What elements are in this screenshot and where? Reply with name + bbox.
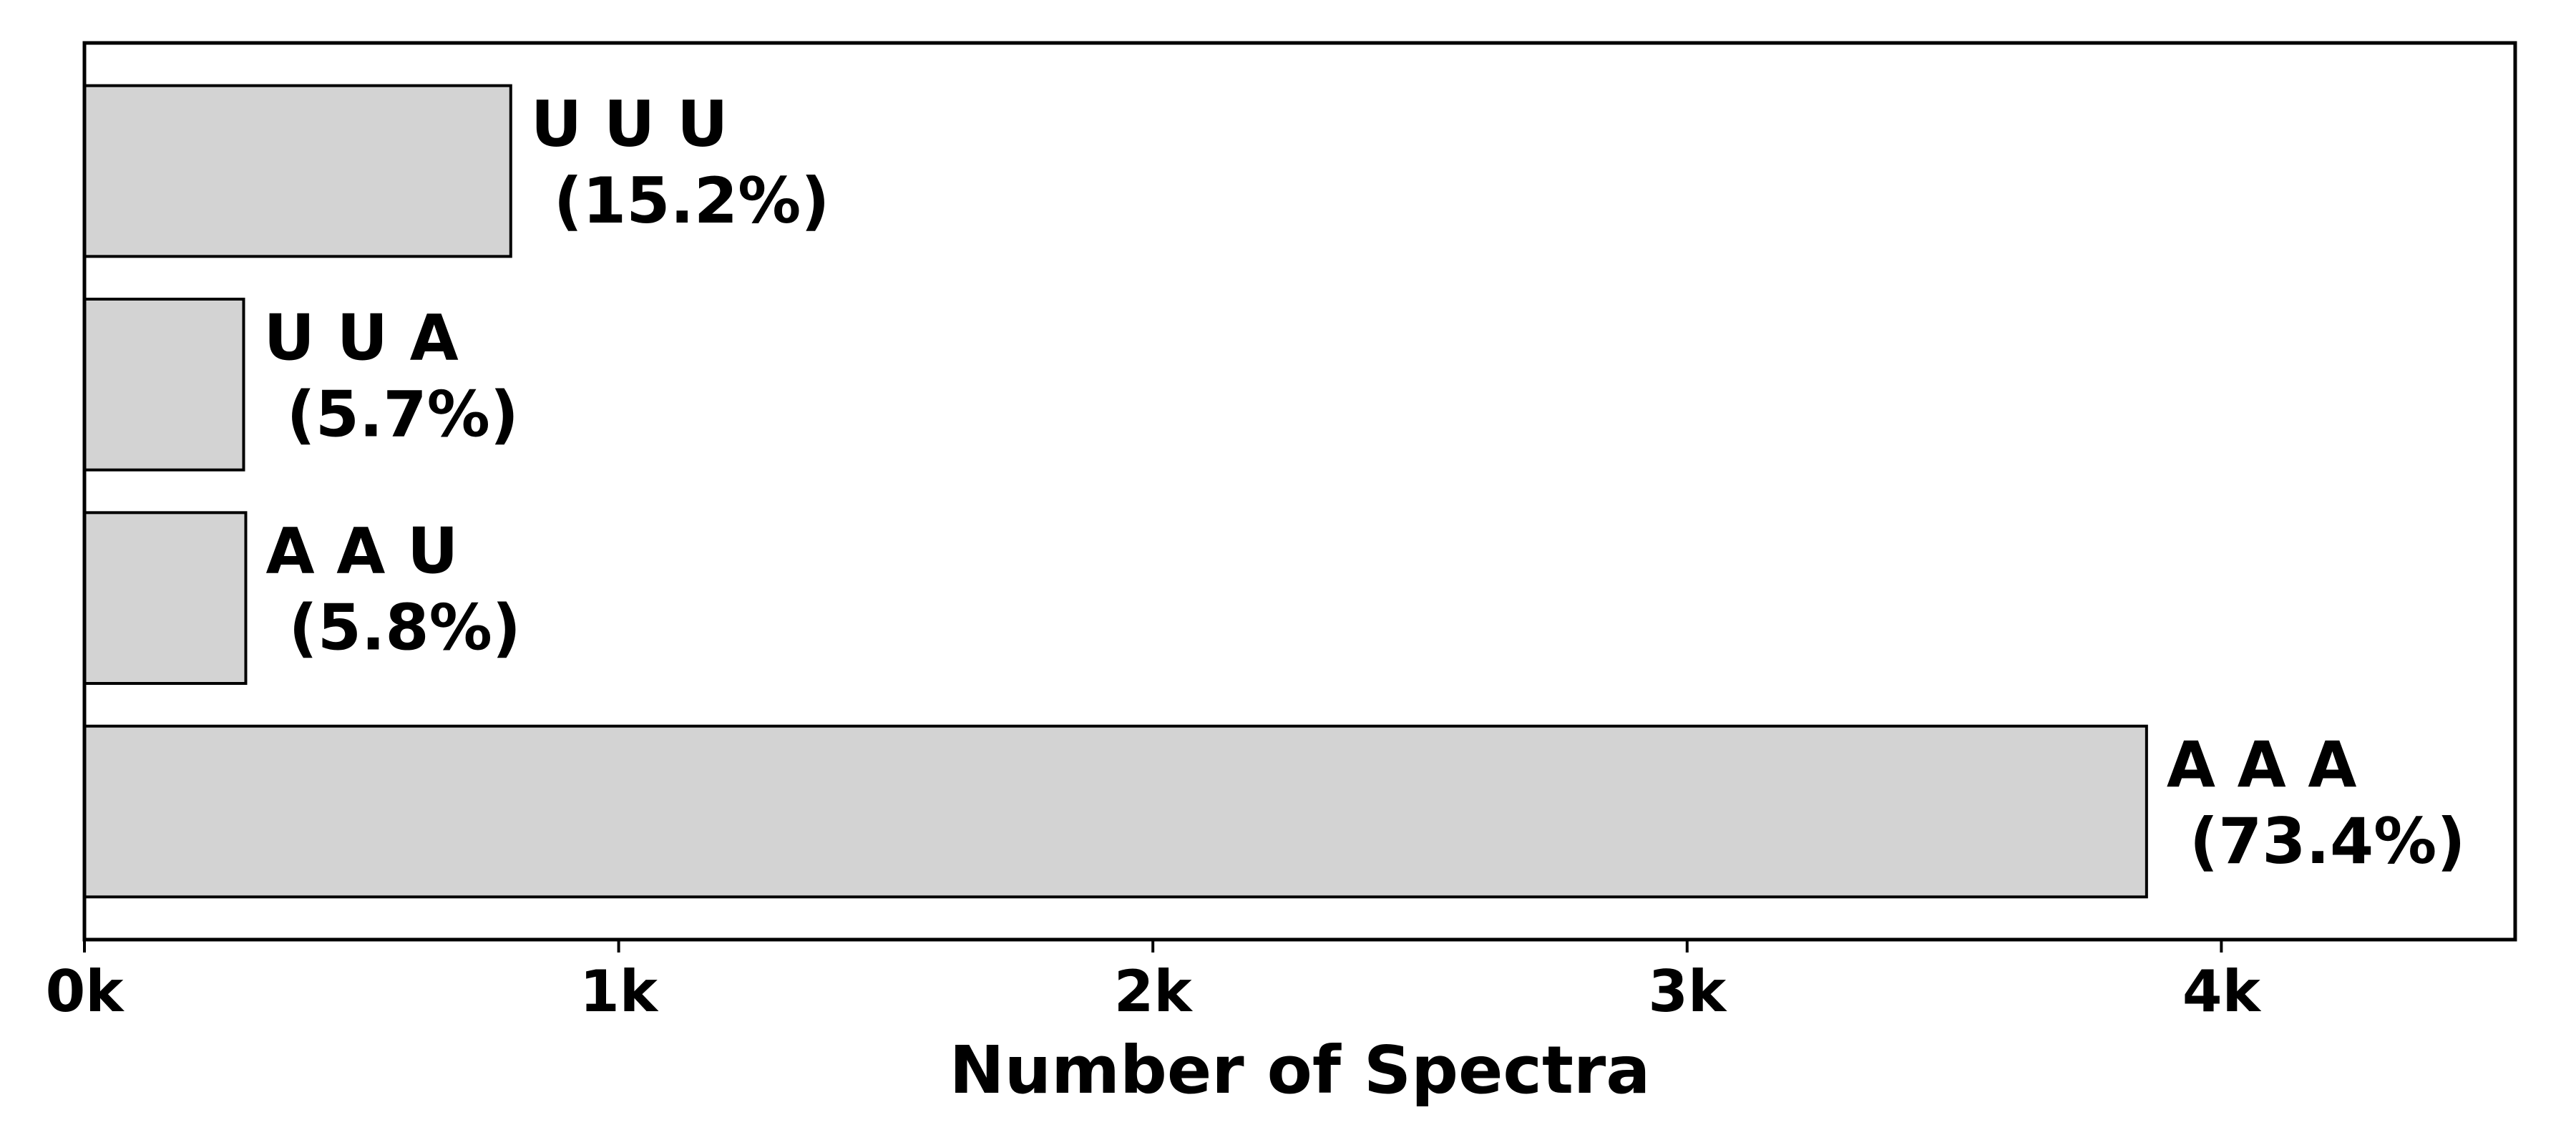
x-axis-label: Number of Spectra — [950, 1032, 1651, 1109]
bar-data-label: U U U (15.2%) — [531, 87, 830, 238]
x-tick-label: 0k — [46, 958, 125, 1025]
bar-category-label: U U U — [531, 87, 728, 161]
bar-data-label: A A U (5.8%) — [265, 515, 520, 665]
bar-category-label: U U A — [263, 301, 458, 374]
bar-percent-label: (5.8%) — [288, 591, 520, 665]
bar-data-label: U U A (5.7%) — [263, 301, 519, 451]
bar-percent-label: (15.2%) — [554, 164, 830, 238]
plot-frame — [82, 41, 2517, 942]
x-tick-label: 2k — [1114, 958, 1194, 1025]
bar-uua — [83, 298, 245, 472]
x-tick-label: 1k — [580, 958, 659, 1025]
bar-labels-group: A A A (73.4%)A A U (5.8%)U U A (5.7%)U U U(… — [263, 87, 2465, 878]
bar-data-label: A A A (73.4%) — [2167, 728, 2466, 878]
bar-percent-label: (5.7%) — [286, 377, 519, 451]
x-tick-label: 4k — [2182, 958, 2262, 1025]
bar-aau — [83, 511, 248, 685]
x-axis-ticks: 0k 1k 2k 3k 4k — [46, 940, 2262, 1025]
bars-group — [83, 84, 2148, 899]
x-tick-label: 3k — [1648, 958, 1727, 1025]
bar-category-label: A A A — [2167, 728, 2357, 802]
bar-aaa — [83, 724, 2148, 899]
bar-category-label: A A U — [265, 515, 458, 588]
bar-uuu — [83, 84, 512, 258]
bar-percent-label: (73.4%) — [2190, 804, 2466, 878]
